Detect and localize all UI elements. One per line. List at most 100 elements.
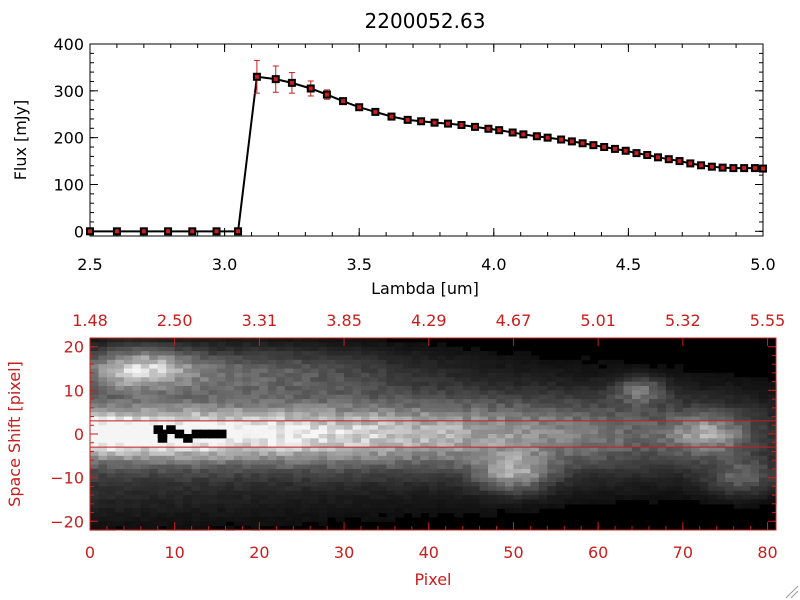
- image-pixel: [301, 516, 311, 522]
- image-pixel: [538, 503, 548, 509]
- image-pixel: [123, 381, 133, 387]
- image-pixel: [242, 447, 252, 453]
- image-pixel: [361, 503, 371, 509]
- image-pixel: [132, 342, 142, 348]
- image-pixel: [394, 412, 404, 418]
- spectrum-series: [86, 59, 767, 236]
- image-pixel: [411, 364, 421, 370]
- image-pixel: [437, 394, 447, 400]
- image-pixel: [521, 429, 531, 435]
- image-pixel: [90, 503, 100, 509]
- image-pixel: [386, 351, 396, 357]
- image-pixel: [598, 473, 608, 479]
- image-pixel: [284, 486, 294, 492]
- image-pixel: [394, 473, 404, 479]
- image-pixel: [623, 455, 633, 461]
- image-pixel: [200, 377, 210, 383]
- image-pixel: [504, 495, 515, 501]
- image-pixel: [140, 412, 150, 418]
- image-pixel: [691, 416, 701, 422]
- image-top-tick-label: 4.29: [411, 311, 447, 330]
- image-pixel: [589, 447, 599, 453]
- image-pixel: [555, 438, 565, 444]
- image-pixel: [674, 364, 684, 370]
- image-pixel: [344, 490, 354, 496]
- image-pixel: [589, 381, 599, 387]
- image-pixel: [682, 412, 692, 418]
- image-pixel: [682, 486, 692, 492]
- image-pixel: [555, 451, 565, 457]
- image-pixel: [725, 495, 735, 501]
- image-pixel: [725, 464, 735, 470]
- image-pixel: [335, 407, 345, 413]
- image-pixel: [750, 420, 760, 426]
- image-pixel: [513, 455, 523, 461]
- image-pixel: [648, 420, 659, 426]
- image-pixel: [504, 434, 515, 439]
- image-pixel: [250, 372, 260, 378]
- image-pixel: [750, 482, 760, 487]
- image-pixel: [572, 425, 582, 431]
- image-pixel: [513, 451, 523, 457]
- image-pixel: [377, 499, 388, 505]
- image-pixel: [115, 412, 125, 418]
- image-pixel: [581, 477, 591, 483]
- image-pixel: [183, 451, 193, 457]
- image-pixel: [242, 364, 252, 370]
- image-pixel: [284, 455, 294, 461]
- image-pixel: [250, 407, 260, 413]
- image-pixel: [208, 473, 218, 479]
- image-pixel: [200, 368, 210, 374]
- image-pixel: [445, 447, 455, 453]
- image-pixel: [327, 486, 337, 492]
- image-pixel: [90, 473, 100, 479]
- image-pixel: [411, 425, 421, 431]
- image-pixel: [250, 460, 260, 466]
- image-pixel: [242, 381, 252, 387]
- image-pixel: [394, 364, 404, 370]
- image-pixel: [140, 338, 150, 343]
- image-pixel: [208, 368, 218, 374]
- image-pixel: [293, 499, 303, 505]
- image-pixel: [462, 495, 472, 501]
- image-pixel: [174, 416, 184, 422]
- image-pixel: [725, 434, 735, 439]
- image-pixel: [310, 434, 320, 439]
- image-pixel: [513, 368, 523, 374]
- image-pixel: [411, 442, 421, 448]
- image-pixel: [98, 468, 108, 474]
- image-pixel: [361, 434, 371, 439]
- image-pixel: [208, 386, 218, 391]
- image-pixel: [157, 416, 167, 422]
- image-pixel: [708, 372, 718, 378]
- image-pixel: [488, 407, 498, 413]
- image-pixel: [217, 451, 227, 457]
- image-pixel: [504, 477, 515, 483]
- image-pixel: [98, 364, 108, 370]
- image-pixel: [361, 386, 371, 391]
- image-pixel: [479, 420, 489, 426]
- image-pixel: [513, 420, 523, 426]
- image-pixel: [615, 425, 625, 431]
- image-pixel: [504, 460, 515, 466]
- image-pixel: [166, 359, 176, 365]
- image-pixel: [157, 464, 167, 470]
- image-pixel: [471, 386, 481, 391]
- image-pixel: [488, 394, 498, 400]
- image-pixel: [750, 477, 760, 483]
- image-pixel: [90, 399, 100, 405]
- image-pixel: [606, 368, 616, 374]
- image-pixel: [115, 351, 125, 357]
- image-pixel: [428, 403, 438, 409]
- image-pixel: [106, 512, 117, 518]
- image-pixel: [648, 412, 659, 418]
- image-pixel: [301, 390, 311, 396]
- image-pixel: [259, 394, 269, 400]
- image-pixel: [284, 447, 294, 453]
- image-pixel: [572, 381, 582, 387]
- resize-grip-icon[interactable]: [785, 585, 799, 599]
- image-pixel: [445, 468, 455, 474]
- image-pixel: [208, 521, 218, 527]
- image-pixel: [547, 503, 557, 509]
- image-pixel: [767, 412, 777, 418]
